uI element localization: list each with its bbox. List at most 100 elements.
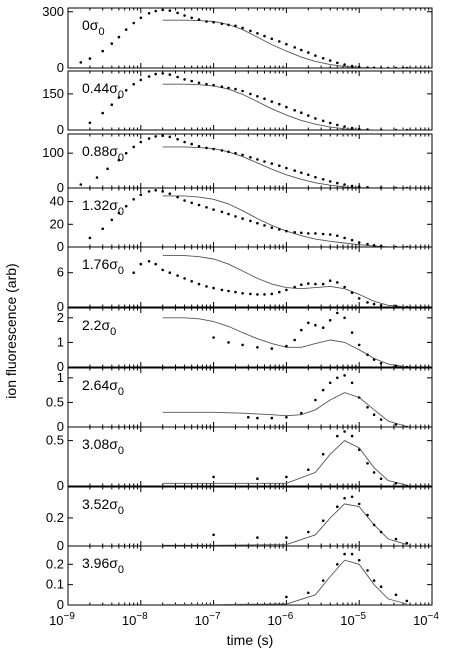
- panel-label-main: 0.88σ: [82, 143, 118, 159]
- data-point: [321, 452, 325, 456]
- panel-frame: [67, 7, 433, 69]
- data-point: [350, 291, 354, 295]
- data-point: [139, 16, 143, 20]
- y-tick-label: 1: [57, 370, 64, 385]
- data-point: [270, 226, 274, 229]
- data-point: [241, 26, 244, 30]
- panel-label-subscript: 0: [118, 265, 124, 277]
- y-tick-label: 0.5: [46, 394, 64, 409]
- data-point: [350, 238, 354, 242]
- data-point: [212, 147, 215, 151]
- y-tick-label: 0.2: [46, 556, 64, 571]
- y-tick-label: 0: [57, 239, 64, 254]
- panel-frame: [67, 307, 433, 368]
- data-point: [197, 144, 201, 148]
- data-point: [220, 22, 224, 26]
- data-point: [343, 552, 346, 556]
- data-point: [168, 192, 172, 195]
- data-point: [379, 585, 383, 588]
- data-point: [139, 193, 143, 197]
- data-point: [350, 126, 354, 130]
- data-point: [278, 40, 281, 43]
- data-point: [176, 274, 179, 277]
- data-point: [307, 173, 310, 177]
- data-point: [372, 66, 376, 68]
- panel-label-main: 0σ: [82, 17, 99, 33]
- data-point: [278, 290, 281, 294]
- data-point: [321, 579, 325, 582]
- y-tick-label: 1: [57, 334, 64, 349]
- data-point: [205, 285, 208, 288]
- data-point: [168, 271, 172, 275]
- data-point: [350, 64, 354, 68]
- data-point: [366, 513, 369, 517]
- data-point: [343, 496, 346, 500]
- data-point: [234, 215, 237, 218]
- data-point: [350, 434, 354, 438]
- panel-label: 0σ0: [82, 17, 105, 38]
- data-point: [249, 29, 252, 33]
- data-point: [366, 128, 369, 130]
- data-point: [314, 54, 317, 57]
- data-point: [357, 241, 361, 244]
- data-point: [314, 282, 317, 286]
- data-point: [197, 81, 201, 85]
- panel-label-subscript: 0: [118, 386, 124, 398]
- data-point: [366, 569, 369, 572]
- panel-label-main: 1.32σ: [82, 197, 118, 213]
- data-point: [161, 190, 164, 193]
- data-point: [307, 114, 310, 117]
- data-point: [379, 66, 383, 68]
- data-point: [220, 288, 224, 292]
- data-point: [394, 66, 398, 68]
- data-point: [343, 63, 346, 66]
- data-point: [117, 158, 121, 162]
- data-point: [372, 579, 376, 582]
- data-point: [293, 338, 297, 342]
- data-point: [405, 541, 409, 545]
- data-point: [357, 343, 361, 347]
- data-point: [314, 117, 317, 120]
- data-point: [234, 24, 237, 28]
- data-point: [220, 85, 224, 88]
- data-point: [394, 423, 398, 426]
- data-point: [106, 167, 109, 171]
- data-series: [79, 8, 409, 68]
- data-point: [220, 210, 224, 214]
- y-tick-label: 0: [57, 419, 64, 434]
- data-point: [154, 189, 157, 192]
- data-point: [227, 289, 230, 293]
- data-point: [190, 16, 193, 20]
- data-point: [343, 236, 346, 240]
- panel-7: 00.5 3.08σ0: [46, 426, 433, 493]
- data-point: [321, 232, 325, 236]
- x-tick-label: 10−5: [340, 611, 366, 628]
- data-point: [307, 591, 310, 595]
- data-point: [227, 86, 230, 90]
- y-tick-label: 20: [50, 216, 64, 231]
- data-point: [401, 66, 405, 68]
- data-point: [197, 282, 201, 286]
- data-point: [124, 89, 128, 92]
- data-point: [154, 72, 157, 76]
- data-point: [314, 232, 317, 235]
- y-tick-label: 100: [42, 145, 64, 160]
- data-point: [307, 468, 310, 472]
- data-point: [372, 413, 376, 417]
- data-point: [321, 178, 325, 181]
- fit-curve: [162, 503, 407, 546]
- fit-curve: [162, 83, 407, 130]
- data-point: [357, 502, 361, 506]
- data-point: [227, 23, 230, 27]
- fit-curve: [162, 392, 407, 427]
- data-point: [300, 411, 303, 415]
- data-point: [394, 482, 398, 485]
- data-point: [117, 211, 121, 215]
- y-tick-label: 0: [57, 122, 64, 137]
- data-point: [394, 364, 398, 367]
- y-tick-label: 2: [57, 310, 64, 325]
- data-point: [227, 341, 230, 344]
